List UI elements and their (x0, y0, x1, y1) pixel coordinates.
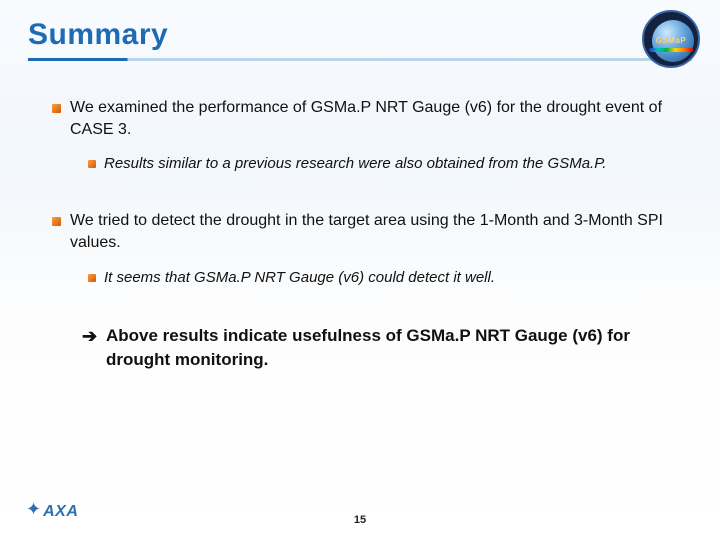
slide: GSMaP Summary We examined the performanc… (0, 0, 720, 540)
conclusion: ➔ Above results indicate usefulness of G… (82, 324, 672, 372)
bullet-level1: We examined the performance of GSMa.P NR… (52, 97, 672, 140)
slide-title: Summary (28, 18, 692, 52)
badge-text: GSMaP (656, 36, 687, 45)
jaxa-text: AXA (43, 503, 78, 521)
jaxa-logo: ✦ AXA (26, 501, 78, 522)
page-number: 15 (354, 514, 366, 526)
gsmap-badge: GSMaP (642, 10, 700, 68)
title-underline (28, 58, 692, 61)
bullet-level2: It seems that GSMa.P NRT Gauge (v6) coul… (88, 268, 672, 288)
bullet-level2: Results similar to a previous research w… (88, 154, 672, 174)
badge-colorbar (649, 48, 693, 52)
badge-ring: GSMaP (642, 10, 700, 68)
bullet-level1: We tried to detect the drought in the ta… (52, 210, 672, 253)
content-area: We examined the performance of GSMa.P NR… (28, 97, 692, 371)
conclusion-text: Above results indicate usefulness of GSM… (106, 326, 630, 369)
arrow-icon: ➔ (82, 324, 97, 349)
star-icon: ✦ (26, 499, 41, 520)
